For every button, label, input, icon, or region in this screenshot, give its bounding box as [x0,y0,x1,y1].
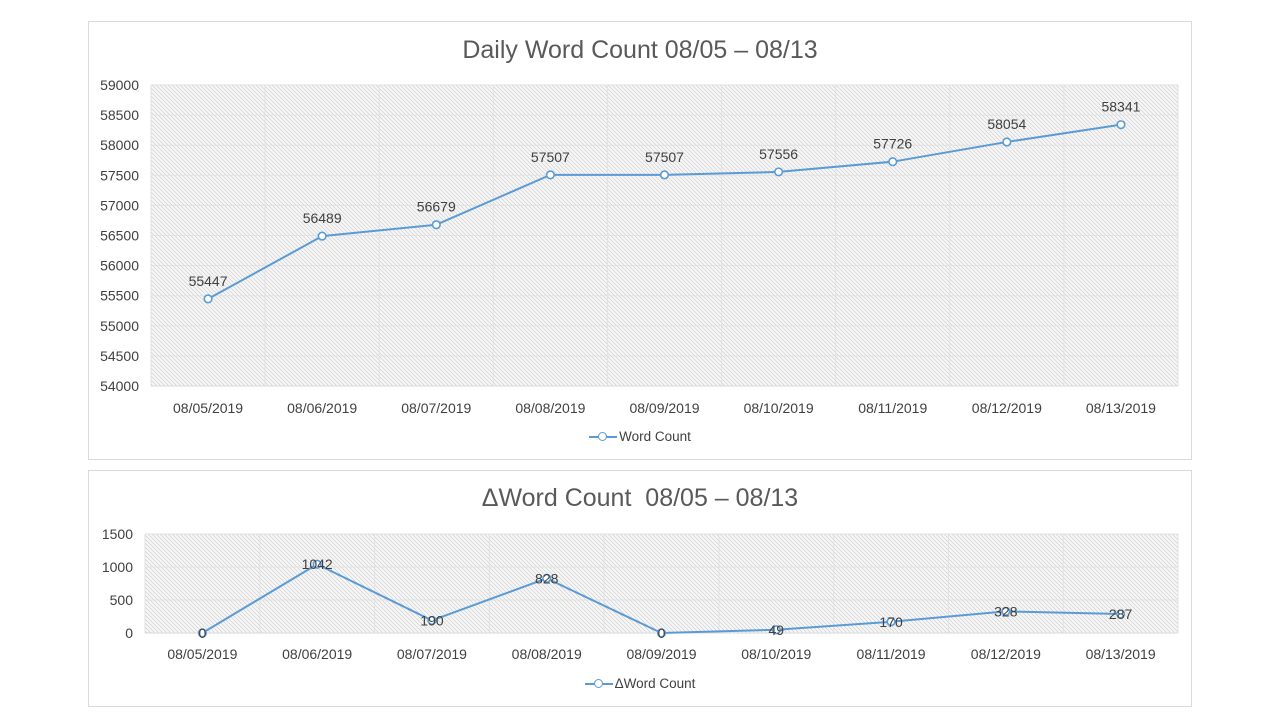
data-label: 56679 [417,199,456,215]
y-tick-label: 55000 [100,318,139,334]
data-label: 0 [658,625,666,641]
y-tick-label: 500 [110,592,134,608]
data-label: 57507 [645,149,684,165]
data-point [197,628,207,638]
data-label: 1042 [302,556,333,572]
x-tick-label: 08/06/2019 [287,400,357,416]
data-label: 57556 [759,146,798,162]
delta-word-count-chart: ΔWord Count 08/05 – 08/13 0 500 1000 1500 08… [88,470,1192,707]
data-point [774,167,784,177]
x-tick-label: 08/10/2019 [741,646,811,662]
data-label: 828 [535,570,559,586]
x-tick-label: 08/08/2019 [512,646,582,662]
data-point [656,628,667,638]
data-label: 0 [198,625,206,641]
data-point [1116,120,1126,130]
data-label: 55447 [189,273,228,289]
y-tick-label: 0 [125,625,133,641]
data-point [1001,606,1011,616]
y-tick-label: 58500 [100,107,139,123]
data-point [1002,137,1012,147]
x-tick-label: 08/08/2019 [515,400,585,416]
chart-title: ΔWord Count 08/05 – 08/13 [481,484,799,512]
data-label: 287 [1109,606,1133,622]
y-tick-label: 54000 [100,378,139,394]
plot-area [145,534,1178,633]
data-point [659,170,670,180]
data-label: 170 [879,614,903,630]
data-point [1116,609,1126,619]
y-tick-label: 55500 [100,288,139,304]
y-tick-label: 56500 [100,228,139,244]
x-tick-label: 08/12/2019 [972,400,1042,416]
legend-line-marker-icon [589,431,618,443]
x-tick-label: 08/07/2019 [397,646,467,662]
y-tick-label: 57000 [100,197,139,213]
data-label: 57507 [531,149,570,165]
daily-word-count-plot: 54000 54500 55000 55500 56000 56500 57000 57500… [100,77,1179,416]
y-tick-label: 1000 [102,559,133,575]
daily-word-count-chart: Daily Word Count 08/05 – 08/13 54000 5450… [88,21,1192,460]
x-tick-label: 08/11/2019 [858,400,927,416]
x-tick-label: 08/09/2019 [626,646,696,662]
y-tick-label: 54500 [100,348,139,364]
x-tick-label: 08/07/2019 [401,400,471,416]
x-tick-label: 08/09/2019 [629,400,699,416]
x-tick-label: 08/10/2019 [744,400,814,416]
legend-label: Word Count [619,429,691,444]
data-label: 57726 [873,136,912,152]
data-point [886,617,896,627]
data-point [545,170,555,180]
y-tick-label: 58000 [100,137,139,153]
data-label: 49 [768,622,784,638]
legend-line-marker-icon [584,678,613,690]
data-label: 328 [994,603,1018,619]
y-tick-label: 1500 [102,526,133,542]
data-point [431,220,441,230]
data-point [888,157,898,167]
x-tick-label: 08/11/2019 [857,646,926,662]
data-label: 190 [420,612,444,628]
legend-label: ΔWord Count [614,676,696,691]
data-label: 56489 [303,210,342,226]
chart-title: Daily Word Count 08/05 – 08/13 [462,36,818,64]
data-point [542,573,552,583]
x-tick-label: 08/13/2019 [1086,646,1156,662]
data-point [317,231,327,241]
y-tick-label: 57500 [100,167,139,183]
data-label: 58054 [987,116,1026,132]
data-point [427,615,437,626]
data-label: 58341 [1101,99,1140,115]
x-tick-label: 08/05/2019 [167,646,237,662]
data-point [771,625,781,635]
data-point [312,559,322,569]
x-tick-label: 08/12/2019 [971,646,1041,662]
delta-word-count-plot: 0 500 1000 1500 08/05/2019 08/06/2019 08/07/20… [102,526,1179,662]
x-tick-label: 08/06/2019 [282,646,352,662]
y-tick-label: 59000 [100,77,139,93]
y-tick-label: 56000 [100,258,139,274]
x-tick-label: 08/05/2019 [173,400,243,416]
data-point [203,294,213,304]
chart-legend: ΔWord Count [89,676,1191,691]
x-tick-label: 08/13/2019 [1086,400,1156,416]
chart-legend: Word Count [89,429,1191,444]
